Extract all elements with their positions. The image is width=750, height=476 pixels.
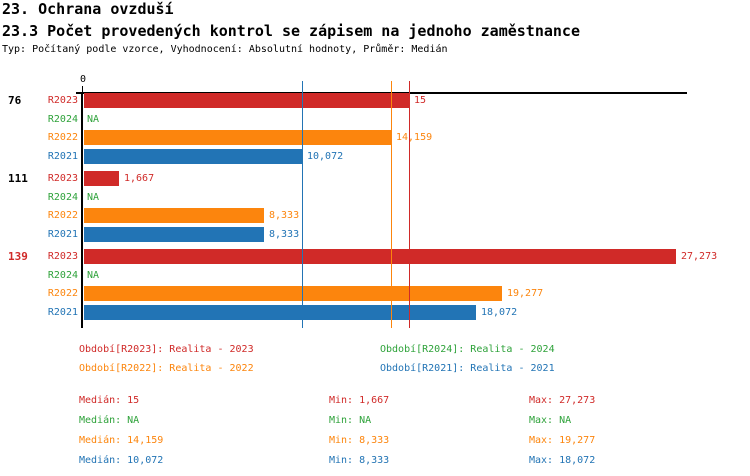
stat-min-r2022: Min: 8,333	[329, 435, 390, 446]
axis-line-vertical	[81, 92, 83, 328]
series-label-r2024: R2024	[47, 191, 78, 203]
group-label-139: 139	[8, 250, 28, 263]
legend-item-r2022: Období[R2022]: Realita - 2022	[79, 363, 254, 374]
series-label-r2024: R2024	[47, 113, 78, 125]
indicator-meta: Typ: Počítaný podle vzorce, Vyhodnocení:…	[2, 44, 448, 55]
series-label-r2021: R2021	[47, 306, 78, 318]
stat-median-r2023: Medián: 15	[79, 395, 140, 406]
bar-r2023	[84, 93, 409, 108]
stat-median-r2021: Medián: 10,072	[79, 455, 164, 466]
stat-max-r2023: Max: 27,273	[529, 395, 596, 406]
legend-item-r2021: Období[R2021]: Realita - 2021	[380, 363, 555, 374]
legend-item-r2024: Období[R2024]: Realita - 2024	[380, 344, 555, 355]
axis-zero-label: 0	[79, 74, 87, 85]
bar-value-label: 19,277	[507, 288, 544, 299]
group-label-76: 76	[8, 94, 22, 107]
bar-value-label: NA	[87, 113, 100, 125]
indicator-title: 23.3 Počet provedených kontrol se zápise…	[2, 22, 580, 40]
series-label-r2023: R2023	[47, 251, 78, 262]
bar-r2023	[84, 171, 119, 186]
series-label-r2022: R2022	[47, 132, 78, 143]
series-label-r2023: R2023	[47, 173, 78, 184]
bar-value-label: 15	[414, 95, 427, 106]
axis-tick-zero	[82, 86, 83, 92]
series-label-r2021: R2021	[47, 228, 78, 240]
series-label-r2024: R2024	[47, 269, 78, 281]
bar-r2022	[84, 130, 391, 145]
stat-min-r2021: Min: 8,333	[329, 455, 390, 466]
bar-value-label: 14,159	[396, 132, 433, 143]
bar-value-label: NA	[87, 191, 100, 203]
bar-value-label: 1,667	[124, 173, 155, 184]
stat-min-r2024: Min: NA	[329, 415, 372, 426]
legend-item-r2023: Období[R2023]: Realita - 2023	[79, 344, 254, 355]
bar-r2023	[84, 249, 676, 264]
stat-max-r2022: Max: 19,277	[529, 435, 596, 446]
series-label-r2021: R2021	[47, 150, 78, 162]
stat-max-r2024: Max: NA	[529, 415, 572, 426]
bar-r2021	[84, 148, 302, 164]
median-line-r2021	[302, 81, 303, 328]
series-label-r2022: R2022	[47, 210, 78, 221]
bar-value-label: 8,333	[269, 210, 300, 221]
bar-value-label: 27,273	[681, 251, 718, 262]
series-label-r2023: R2023	[47, 95, 78, 106]
stat-max-r2021: Max: 18,072	[529, 455, 596, 466]
group-label-111: 111	[8, 172, 28, 185]
median-line-r2023	[409, 81, 410, 328]
bar-value-label: 10,072	[307, 150, 344, 162]
stat-median-r2024: Medián: NA	[79, 415, 140, 426]
bar-r2021	[84, 304, 476, 320]
stat-median-r2022: Medián: 14,159	[79, 435, 164, 446]
bar-value-label: NA	[87, 269, 100, 281]
bar-value-label: 8,333	[269, 228, 300, 240]
bar-r2022	[84, 208, 264, 223]
bar-value-label: 18,072	[481, 306, 518, 318]
bar-r2021	[84, 226, 264, 242]
bar-r2022	[84, 286, 502, 301]
report-title: 23. Ochrana ovzduší	[2, 0, 174, 18]
series-label-r2022: R2022	[47, 288, 78, 299]
median-line-r2022	[391, 81, 392, 328]
stat-min-r2023: Min: 1,667	[329, 395, 390, 406]
